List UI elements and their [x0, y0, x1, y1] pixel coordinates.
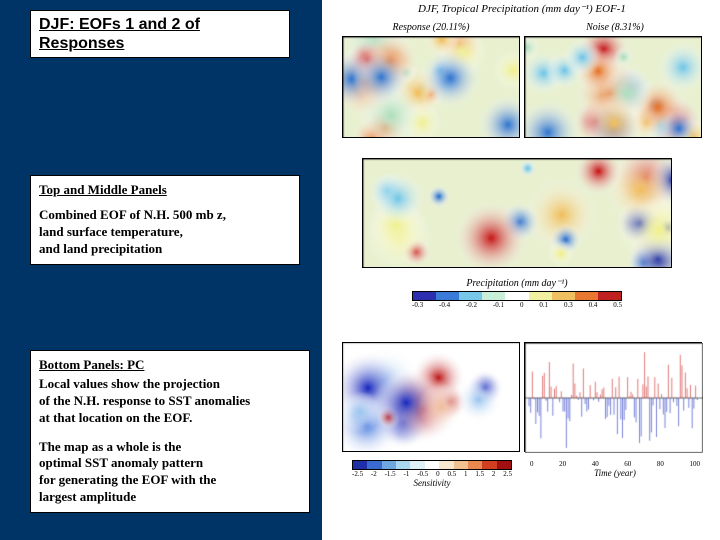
time-axis-label: Time (year): [530, 468, 700, 478]
top-left-label: Response (20.11%): [346, 22, 516, 33]
info-box-bottom: Bottom Panels: PC Local values show the …: [30, 350, 310, 513]
info-line: largest amplitude: [39, 489, 301, 506]
info-line: The map as a whole is the: [39, 439, 301, 456]
info-line: land surface temperature,: [39, 224, 291, 241]
time-axis: 020406080100 Time (year): [530, 460, 700, 478]
info-line: of the N.H. response to SST anomalies: [39, 393, 301, 410]
info-line: at that location on the EOF.: [39, 410, 301, 427]
info-heading-2: Bottom Panels: PC: [39, 357, 301, 374]
slide-title: DJF: EOFs 1 and 2 of Responses: [39, 15, 281, 53]
slide-title-box: DJF: EOFs 1 and 2 of Responses: [30, 10, 290, 58]
timeseries-panel: [524, 342, 702, 452]
map-response: [342, 36, 520, 138]
info-line: for generating the EOF with the: [39, 472, 301, 489]
top-right-label: Noise (8.31%): [530, 22, 700, 33]
figure-main-title: DJF, Tropical Precipitation (mm day⁻¹) E…: [342, 2, 702, 15]
map-sensitivity: [342, 342, 520, 452]
info-line: and land precipitation: [39, 241, 291, 258]
info-line: Local values show the projection: [39, 376, 301, 393]
info-heading-1: Top and Middle Panels: [39, 182, 291, 199]
info-line: Combined EOF of N.H. 500 mb z,: [39, 207, 291, 224]
precip-colorbar-label: Precipitation (mm day⁻¹): [412, 278, 622, 289]
precip-colorbar: Precipitation (mm day⁻¹) -0.3-0.4-0.2-0.…: [412, 278, 622, 309]
map-noise: [524, 36, 702, 138]
info-line: optimal SST anomaly pattern: [39, 455, 301, 472]
sens-colorbar: -2.5-2-1.5-1-0.500.511.522.5 Sensitivity: [352, 460, 512, 488]
sensitivity-axis-label: Sensitivity: [352, 478, 512, 488]
info-box-top-middle: Top and Middle Panels Combined EOF of N.…: [30, 175, 300, 265]
map-middle: [362, 158, 672, 268]
figure-region: DJF, Tropical Precipitation (mm day⁻¹) E…: [322, 0, 720, 540]
